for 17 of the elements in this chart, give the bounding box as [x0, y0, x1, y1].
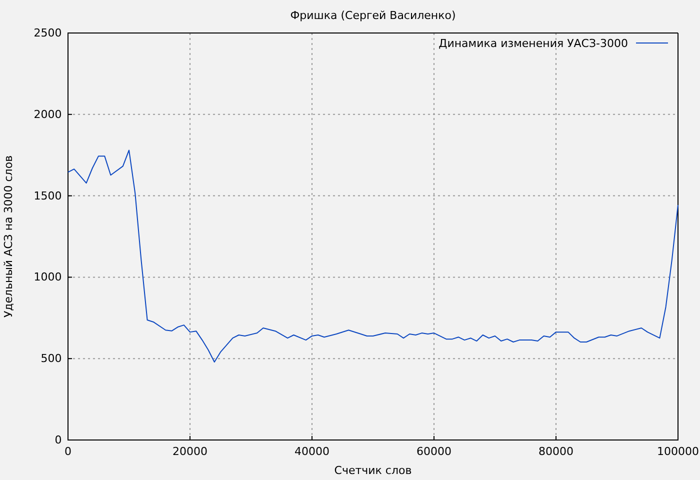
y-tick-label: 500: [40, 352, 62, 366]
x-tick-label: 100000: [657, 445, 699, 458]
x-tick-label: 0: [64, 445, 72, 458]
y-tick-label: 1000: [34, 270, 62, 284]
x-tick-label: 40000: [294, 445, 330, 458]
x-tick-label: 20000: [172, 445, 208, 458]
y-tick-label: 2500: [34, 26, 62, 40]
y-axis-title: Удельный АСЗ на 3000 слов: [2, 155, 15, 318]
line-series: [68, 150, 678, 363]
x-tick-label: 80000: [538, 445, 574, 458]
y-tick-label: 1500: [34, 189, 62, 202]
x-tick-label: 60000: [416, 445, 452, 458]
y-tick-label: 0: [54, 434, 62, 447]
y-tick-label: 2000: [34, 108, 62, 121]
x-axis-title: Счетчик слов: [334, 464, 412, 477]
legend-label: Динамика изменения УАСЗ-3000: [438, 37, 628, 50]
chart-title: Фришка (Сергей Василенко): [290, 9, 456, 22]
